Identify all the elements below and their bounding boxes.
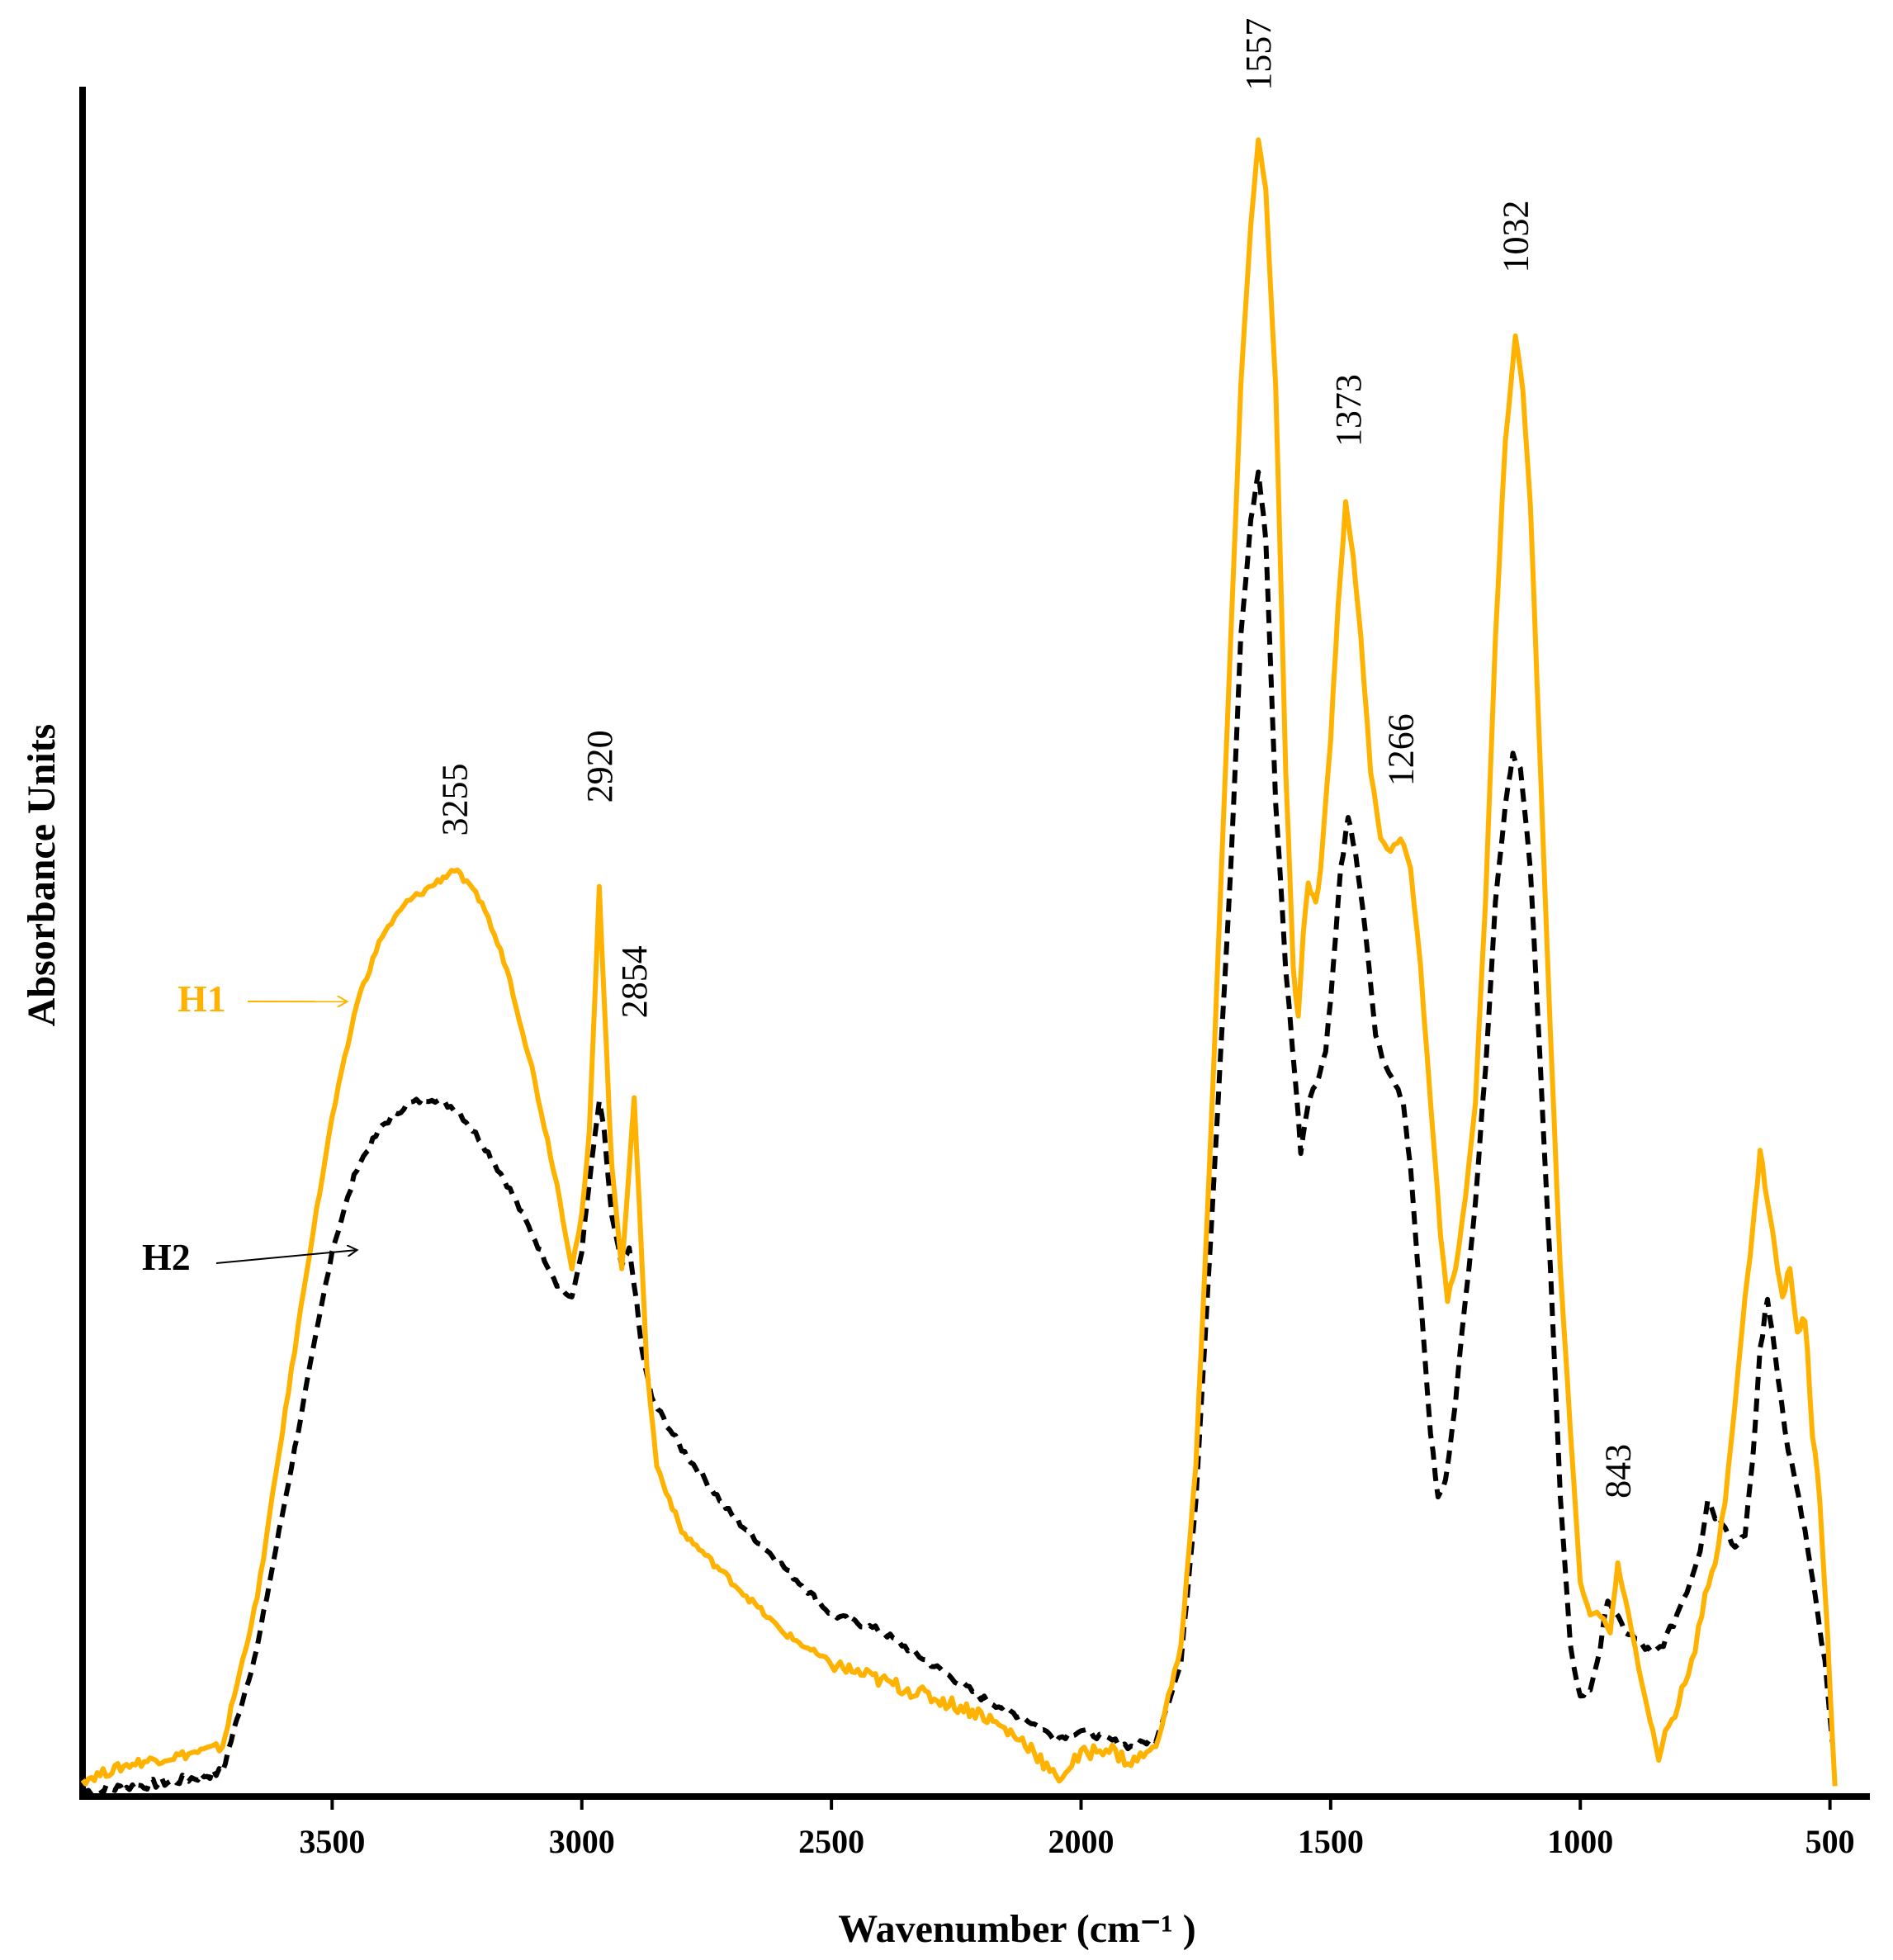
legend-label-h1: H1: [177, 978, 226, 1020]
peak-label: 1373: [1328, 374, 1369, 447]
x-tick-label: 1000: [1547, 1823, 1613, 1860]
x-tick-label: 3000: [549, 1823, 615, 1860]
x-tick-label: 2000: [1048, 1823, 1114, 1860]
x-tick-label: 1500: [1298, 1823, 1364, 1860]
legend: H1 H2: [142, 978, 357, 1278]
y-axis-title: Absorbance Units: [20, 724, 64, 1027]
peak-label: 843: [1598, 1444, 1639, 1498]
x-tick-label: 2500: [798, 1823, 864, 1860]
series-line-h2: [82, 469, 1835, 1797]
legend-label-h2: H2: [142, 1236, 191, 1278]
x-tick-label: 3500: [299, 1823, 365, 1860]
series-layer: [80, 137, 1838, 1797]
legend-arrow-h2: [215, 1250, 357, 1264]
peak-label: 1266: [1381, 713, 1422, 786]
axes: [79, 87, 1870, 1800]
peak-label: 3255: [435, 764, 476, 836]
x-axis-title: Wavenumber (cm⁻¹ ): [838, 1907, 1195, 1951]
series-line-h1: [80, 137, 1838, 1787]
x-tick-label: 500: [1805, 1823, 1855, 1860]
peak-annotations: 1557 1373 1032 1266 2920 2854 3255 843: [435, 18, 1639, 1498]
peak-label: 2920: [580, 730, 620, 802]
peak-label: 2854: [614, 945, 655, 1018]
x-ticks: 3500 3000 2500 2000 1500 1000 500: [299, 1797, 1855, 1860]
peak-label: 1032: [1496, 201, 1536, 273]
peak-label: 1557: [1238, 18, 1279, 91]
